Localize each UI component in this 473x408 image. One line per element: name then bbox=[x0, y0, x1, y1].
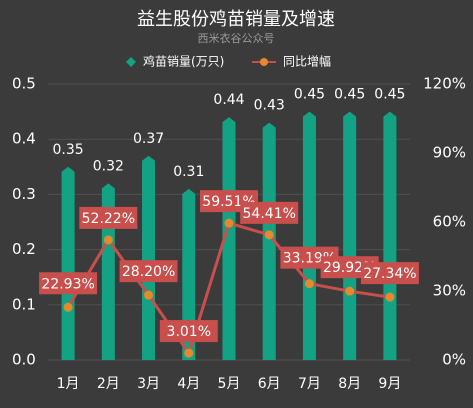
x-tick-label: 3月 bbox=[137, 376, 160, 392]
rate-point bbox=[304, 279, 314, 289]
bar-value-label: 0.45 bbox=[334, 87, 365, 103]
right-tick-label: 60% bbox=[433, 213, 466, 231]
rate-point bbox=[224, 218, 234, 228]
bar bbox=[343, 111, 357, 360]
rate-value-label: 3.01% bbox=[167, 324, 211, 340]
bar-series bbox=[61, 111, 397, 361]
chart-subtitle: 西米衣谷公众号 bbox=[198, 31, 275, 45]
left-tick-label: 0.3 bbox=[12, 185, 36, 203]
rate-point bbox=[103, 235, 113, 245]
bar-value-labels: 0.35 0.32 0.37 0.31 0.44 0.43 0.45 0.45 0.45 bbox=[53, 87, 406, 180]
bar bbox=[262, 122, 276, 360]
rate-label-box bbox=[79, 206, 138, 229]
x-tick-label: 7月 bbox=[298, 376, 321, 392]
rate-value-label: 27.34% bbox=[363, 266, 416, 282]
rate-point bbox=[385, 292, 395, 302]
rate-label-box bbox=[240, 201, 299, 224]
rate-point bbox=[345, 286, 355, 296]
legend-line-marker-icon bbox=[260, 58, 268, 66]
rate-point bbox=[144, 290, 154, 300]
bar-value-label: 0.31 bbox=[173, 164, 204, 180]
bar-value-label: 0.45 bbox=[294, 87, 325, 103]
legend: 鸡苗销量(万只) 同比增幅 bbox=[126, 54, 331, 69]
right-tick-label: 90% bbox=[433, 144, 466, 162]
left-tick-label: 0.2 bbox=[12, 240, 36, 258]
x-tick-label: 1月 bbox=[57, 376, 80, 392]
bar-value-label: 0.43 bbox=[254, 98, 285, 114]
bar bbox=[383, 111, 397, 360]
rate-value-label: 22.93% bbox=[41, 276, 94, 292]
rate-value-label: 52.22% bbox=[82, 211, 135, 227]
bar-value-label: 0.45 bbox=[374, 87, 405, 103]
right-axis: 0% 30% 60% 90% 120% bbox=[423, 75, 466, 369]
left-tick-label: 0.1 bbox=[12, 295, 36, 313]
x-tick-label: 4月 bbox=[177, 376, 200, 392]
right-tick-label: 120% bbox=[423, 75, 466, 93]
x-tick-label: 9月 bbox=[378, 376, 401, 392]
bar bbox=[222, 117, 236, 361]
rate-point bbox=[63, 302, 73, 312]
bar bbox=[61, 166, 75, 360]
x-tick-label: 6月 bbox=[258, 376, 281, 392]
line-series bbox=[63, 218, 395, 358]
legend-line-label: 同比增幅 bbox=[283, 54, 331, 69]
left-tick-label: 0.0 bbox=[12, 351, 36, 369]
legend-bar-label: 鸡苗销量(万只) bbox=[143, 54, 224, 69]
bar bbox=[142, 155, 156, 360]
left-tick-label: 0.4 bbox=[12, 130, 36, 148]
right-tick-label: 0% bbox=[442, 351, 466, 369]
x-axis: 1月 2月 3月 4月 5月 6月 7月 8月 9月 bbox=[57, 376, 402, 392]
rate-value-labels: 22.93%52.22%28.20%3.01%59.51%54.41%33.19… bbox=[39, 190, 419, 343]
rate-point bbox=[184, 348, 194, 358]
rate-label-box bbox=[119, 260, 178, 283]
legend-bar-swatch-icon bbox=[126, 57, 136, 67]
rate-label-box bbox=[159, 320, 218, 343]
chart-title: 益生股份鸡苗销量及增速 bbox=[137, 9, 335, 30]
bar bbox=[302, 111, 316, 360]
bar-value-label: 0.44 bbox=[213, 92, 244, 108]
rate-value-label: 54.41% bbox=[243, 206, 296, 222]
left-axis: 0.0 0.1 0.2 0.3 0.4 0.5 bbox=[12, 75, 36, 369]
left-tick-label: 0.5 bbox=[12, 75, 36, 93]
bar-value-label: 0.35 bbox=[53, 142, 84, 158]
rate-point bbox=[264, 230, 274, 240]
rate-value-label: 28.20% bbox=[122, 264, 175, 280]
x-tick-label: 8月 bbox=[338, 376, 361, 392]
bar bbox=[182, 188, 196, 360]
rate-label-box bbox=[39, 272, 98, 295]
x-tick-label: 2月 bbox=[97, 376, 120, 392]
x-tick-label: 5月 bbox=[218, 376, 241, 392]
right-tick-label: 30% bbox=[433, 282, 466, 300]
bar-value-label: 0.37 bbox=[133, 131, 164, 147]
rate-label-box bbox=[360, 262, 419, 285]
bar-value-label: 0.32 bbox=[93, 158, 124, 174]
